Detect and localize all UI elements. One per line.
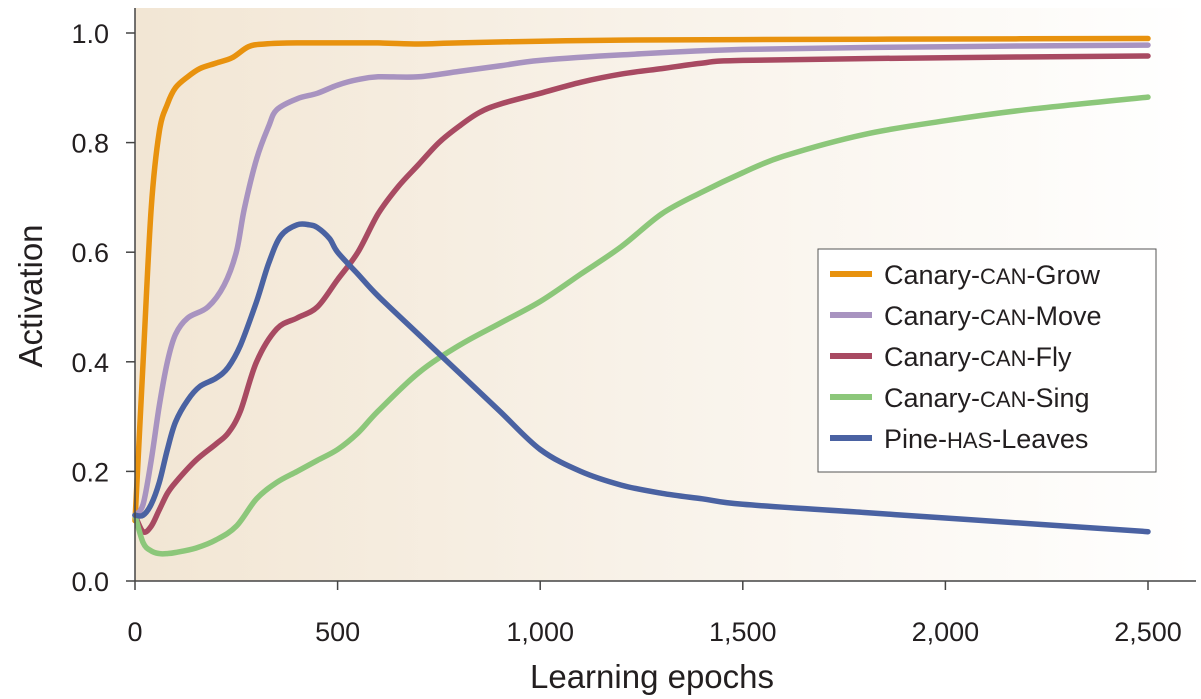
series-line-pine-has-leaves [132, 221, 1151, 535]
legend-label: Canary-CAN-Grow [884, 260, 1100, 290]
legend: Canary-CAN-Grow Canary-CAN-Move Canary-CAN… [817, 248, 1157, 473]
x-tick-label: 0 [127, 617, 142, 647]
x-tick-label: 2,500 [1114, 617, 1182, 647]
ticks: 0 500 1,000 1,500 2,000 2,500 0.0 0.2 0.4 0.6 0.8 1… [71, 19, 1181, 647]
x-tick-label: 1,000 [506, 617, 574, 647]
series-line-canary-can-grow [132, 35, 1151, 524]
series-line-canary-can-move [132, 42, 1151, 518]
legend-label: Canary-CAN-Move [884, 301, 1102, 331]
legend-label: Canary-CAN-Sing [884, 383, 1090, 413]
y-axis-title: Activation [12, 224, 49, 367]
x-axis-title: Learning epochs [530, 658, 774, 695]
series-line-canary-can-sing [132, 94, 1151, 557]
x-tick-label: 500 [315, 617, 360, 647]
legend-box [817, 248, 1157, 473]
y-tick-label: 0.4 [71, 348, 109, 378]
y-tick-label: 1.0 [71, 19, 109, 49]
y-tick-label: 0.0 [71, 567, 109, 597]
series-line-canary-can-fly [132, 53, 1151, 535]
x-tick-label: 1,500 [709, 617, 777, 647]
legend-label: Pine-HAS-Leaves [884, 424, 1088, 454]
series-layer [132, 35, 1151, 557]
x-tick-label: 2,000 [912, 617, 980, 647]
y-tick-label: 0.2 [71, 457, 109, 487]
axes [134, 8, 1196, 582]
y-tick-label: 0.8 [71, 129, 109, 159]
y-tick-label: 0.6 [71, 238, 109, 268]
legend-label: Canary-CAN-Fly [884, 342, 1072, 372]
